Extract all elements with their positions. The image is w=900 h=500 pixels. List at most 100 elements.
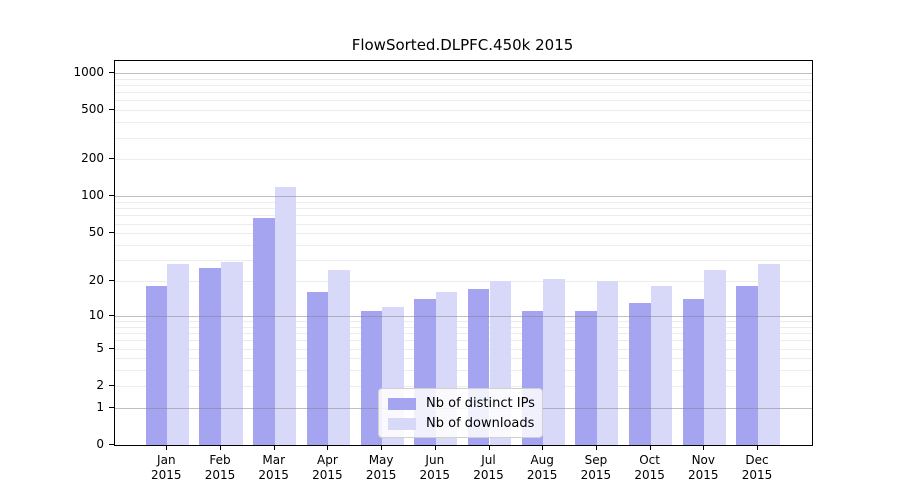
bar-distinct-ips-apr [306,292,329,445]
minor-gridline [115,348,812,350]
minor-gridline [115,92,812,94]
x-tick-label-jun: Jun 2015 [419,453,451,482]
y-tick [109,280,114,282]
minor-gridline [115,84,812,86]
x-tick [434,445,436,450]
y-tick-label: 10 [88,307,104,322]
y-tick-label: 5 [96,340,104,355]
x-tick [703,445,705,450]
bar-distinct-ips-may [360,311,383,445]
bar-downloads-apr [328,269,350,445]
major-gridline [115,72,812,74]
bar-downloads-oct [650,286,673,445]
y-tick [109,232,114,234]
y-tick [109,109,114,111]
y-tick [109,384,114,386]
x-tick-label-oct: Oct 2015 [634,453,665,482]
bar-distinct-ips-sep [575,311,597,445]
y-tick [109,71,114,73]
minor-gridline [115,370,812,372]
bar-downloads-sep [596,281,619,445]
legend-swatch-distinct-ips [388,397,416,410]
minor-gridline [115,321,812,322]
y-tick-label: 0 [96,437,104,451]
minor-gridline [115,100,812,102]
minor-gridline [115,333,812,335]
minor-gridline [115,208,812,210]
minor-gridline [115,326,812,328]
bar-downloads-aug [543,278,565,445]
minor-gridline [115,358,812,360]
x-tick [488,445,490,450]
x-tick [542,445,544,450]
x-tick [220,445,221,450]
minor-gridline [115,78,812,80]
y-tick [109,158,114,160]
x-tick-label-feb: Feb 2015 [204,453,236,482]
bar-distinct-ips-feb [199,267,221,445]
x-tick-label-jul: Jul 2015 [473,453,504,482]
bar-downloads-nov [704,269,726,445]
minor-gridline [115,202,812,204]
major-gridline [115,315,812,317]
y-tick [109,347,114,349]
x-tick-label-mar: Mar 2015 [258,453,289,482]
x-tick [757,445,758,450]
x-tick-label-may: May 2015 [365,453,397,482]
bar-downloads-jan [167,263,189,445]
bar-distinct-ips-nov [682,299,705,445]
y-tick [109,195,114,197]
y-tick [109,314,114,316]
minor-gridline [115,223,812,225]
x-tick-label-nov: Nov 2015 [688,453,719,482]
minor-gridline [115,122,812,124]
y-tick-label: 200 [81,151,104,166]
minor-gridline [115,245,812,246]
x-tick [595,445,597,450]
y-tick-label: 1 [96,399,104,414]
legend-label-downloads: Nb of downloads [426,416,535,431]
minor-gridline [115,110,812,112]
minor-gridline [115,137,812,139]
y-tick-label: 2 [96,377,104,392]
y-tick-label: 100 [81,188,104,203]
minor-gridline [115,215,812,217]
y-tick [109,444,114,445]
legend-item-distinct-ips: Nb of distinct IPs [388,396,535,411]
minor-gridline [115,260,812,262]
bar-distinct-ips-dec [736,286,758,445]
x-tick-label-apr: Apr 2015 [312,453,343,482]
x-tick [649,445,651,450]
minor-gridline [115,159,812,161]
bar-distinct-ips-mar [253,217,275,445]
minor-gridline [115,233,812,235]
x-tick-label-aug: Aug 2015 [526,453,558,482]
legend-swatch-downloads [388,417,416,430]
chart-title: FlowSorted.DLPFC.450k 2015 [351,36,574,54]
minor-gridline [115,281,812,283]
plot-area [114,60,813,446]
x-tick [381,445,383,450]
y-tick-label: 500 [81,102,104,117]
minor-gridline [115,385,812,387]
y-tick-label: 20 [88,273,104,288]
y-tick [109,406,114,408]
y-tick-label: 50 [88,225,104,240]
x-tick-label-jan: Jan 2015 [151,453,182,482]
bar-distinct-ips-oct [629,302,651,445]
x-tick [327,445,329,450]
x-tick-label-dec: Dec 2015 [741,453,773,482]
bar-downloads-dec [758,263,780,445]
bar-downloads-feb [221,261,243,445]
bar-distinct-ips-jan [145,286,168,445]
x-tick-label-sep: Sep 2015 [580,453,612,482]
legend: Nb of distinct IPs Nb of downloads [378,388,543,438]
major-gridline [115,196,812,198]
minor-gridline [115,340,812,342]
x-tick [166,445,168,450]
legend-label-distinct-ips: Nb of distinct IPs [426,396,535,411]
x-tick [273,445,275,450]
y-tick-label: 1000 [73,64,104,79]
legend-item-downloads: Nb of downloads [388,416,534,431]
